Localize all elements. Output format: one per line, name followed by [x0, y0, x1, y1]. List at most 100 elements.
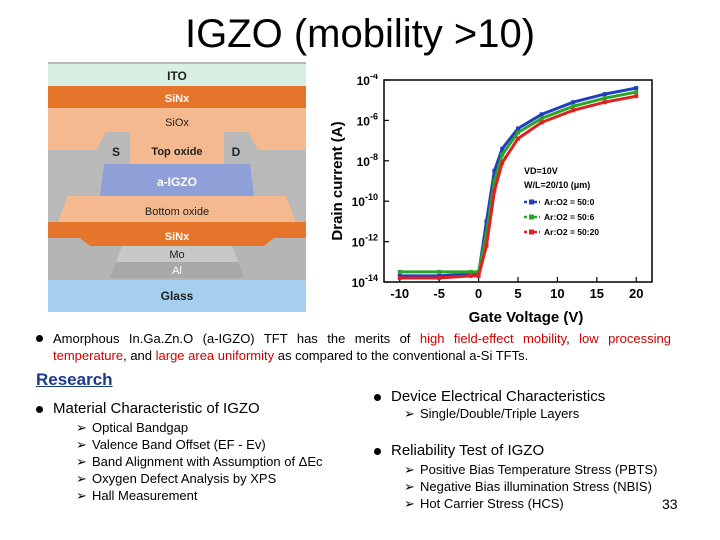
layer-siox — [48, 108, 306, 132]
y-axis-label: Drain current (A) — [329, 121, 346, 240]
data-point — [516, 136, 520, 141]
data-point — [484, 231, 489, 236]
y-tick-label: 10-6 — [357, 111, 378, 128]
layer-ito — [48, 64, 306, 86]
data-point — [516, 126, 520, 131]
reliability-heading: Reliability Test of IGZO — [391, 442, 545, 459]
data-point — [539, 112, 544, 117]
list-item: ➢ Valence Band Offset (EF - Ev) — [76, 437, 266, 452]
arrow-icon: ➢ — [404, 462, 415, 477]
intro-paragraph: Amorphous In.Ga.Zn.O (a-IGZO) TFT has th… — [36, 330, 684, 364]
data-point — [500, 146, 505, 151]
label-al: Al — [172, 265, 182, 277]
x-tick-label: -5 — [433, 286, 445, 301]
data-point — [397, 269, 402, 274]
series-line — [399, 94, 637, 280]
x-tick-label: 10 — [550, 286, 564, 301]
data-point — [539, 116, 544, 121]
x-tick-label: 5 — [514, 286, 521, 301]
data-point — [397, 273, 402, 278]
data-point — [468, 273, 473, 278]
list-item: ➢ Negative Bias illumination Stress (NBIS… — [404, 479, 652, 494]
intro-text-2: , — [566, 331, 580, 346]
data-point — [492, 189, 497, 194]
bullet-icon — [36, 335, 43, 342]
layer-bottom-oxide — [58, 196, 296, 222]
list-item: ➢ Band Alignment with Assumption of ΔEc — [76, 454, 323, 469]
data-point — [602, 96, 607, 101]
data-point — [634, 90, 639, 95]
reliability-list: ➢ Positive Bias Temperature Stress (PBTS)… — [404, 461, 714, 512]
data-point — [571, 104, 576, 109]
bullet-icon — [374, 393, 381, 401]
y-tick-label: 10-14 — [352, 273, 378, 290]
label-bottom-oxide: Bottom oxide — [145, 206, 209, 218]
legend-label: Ar:O2 = 50:20 — [544, 227, 599, 237]
arrow-icon: ➢ — [404, 479, 415, 494]
x-tick-label: 15 — [590, 286, 604, 301]
layer-igzo — [100, 164, 254, 196]
chart-legend: Ar:O2 = 50:0 Ar:O2 = 50:6 Ar:O2 = 50:20 — [524, 197, 599, 237]
page-number: 33 — [662, 496, 678, 512]
slide-title: IGZO (mobility >10) — [184, 12, 536, 56]
data-point — [500, 152, 505, 157]
data-point — [492, 168, 497, 173]
arrow-icon: ➢ — [76, 488, 87, 503]
data-point — [484, 243, 489, 248]
y-tick-label: 10-12 — [352, 233, 378, 250]
igzo-device-cross-section: ITO SiNx SiOx Top oxide S D a-IGZO Botto… — [48, 62, 306, 312]
x-tick-label: 0 — [475, 286, 482, 301]
data-point — [571, 100, 576, 105]
label-glass: Glass — [161, 289, 194, 303]
list-item: ➢ Hall Measurement — [76, 488, 198, 503]
data-point — [468, 271, 473, 276]
y-tick-label: 10-8 — [357, 152, 378, 169]
reliability-section: Reliability Test of IGZO — [374, 442, 544, 459]
arrow-icon: ➢ — [404, 496, 415, 511]
annotation-wl: W/L=20/10 (μm) — [524, 180, 590, 190]
label-igzo: a-IGZO — [157, 175, 197, 189]
data-point — [602, 92, 607, 97]
bullet-icon — [36, 405, 43, 413]
layer-top-oxide — [130, 132, 224, 164]
list-item: ➢ Oxygen Defect Analysis by XPS — [76, 471, 277, 486]
label-siox: SiOx — [165, 117, 189, 129]
arrow-icon: ➢ — [76, 454, 87, 469]
list-item: ➢ Single/Double/Triple Layers — [404, 406, 580, 421]
data-point — [468, 269, 473, 274]
intro-text-4: as compared to the conventional a-Si TFT… — [274, 348, 529, 363]
data-point — [492, 179, 497, 183]
highlight-uniformity: large area uniformity — [155, 348, 275, 363]
label-source: S — [112, 145, 120, 159]
plot-frame — [383, 79, 653, 283]
research-heading: Research — [36, 370, 113, 389]
y-tick-label: 10-10 — [352, 192, 378, 209]
legend-marker — [529, 214, 534, 220]
layer-mo — [116, 246, 238, 262]
list-item: ➢ Positive Bias Temperature Stress (PBTS) — [404, 462, 658, 477]
electrical-list: ➢ Single/Double/Triple Layers — [404, 405, 704, 422]
arrow-icon: ➢ — [76, 471, 87, 486]
data-point — [571, 108, 576, 113]
data-point — [500, 160, 505, 165]
data-point — [476, 273, 481, 278]
data-point — [437, 273, 442, 278]
electrical-section: Device Electrical Characteristics — [374, 388, 605, 405]
material-section: Material Characteristic of IGZO — [36, 400, 260, 417]
arrow-icon: ➢ — [76, 420, 87, 435]
arrow-icon: ➢ — [76, 437, 87, 452]
series-layer — [397, 86, 639, 280]
intro-text-1: Amorphous In.Ga.Zn.O (a-IGZO) TFT has th… — [53, 331, 420, 346]
x-axis-ticks: -10 -5 0 5 10 15 20 — [390, 277, 643, 301]
data-point — [602, 100, 607, 105]
highlight-low-temp: low processing temperature — [53, 331, 671, 363]
series-line — [399, 86, 637, 278]
data-point — [397, 275, 402, 280]
data-point — [634, 94, 639, 99]
layer-sinx-bottom — [48, 222, 306, 246]
label-drain: D — [232, 145, 241, 159]
label-sinx-bottom: SiNx — [165, 231, 190, 243]
arrow-icon: ➢ — [404, 406, 415, 421]
legend-marker — [529, 199, 534, 205]
highlight-mobility: high field-effect mobility — [419, 331, 567, 346]
